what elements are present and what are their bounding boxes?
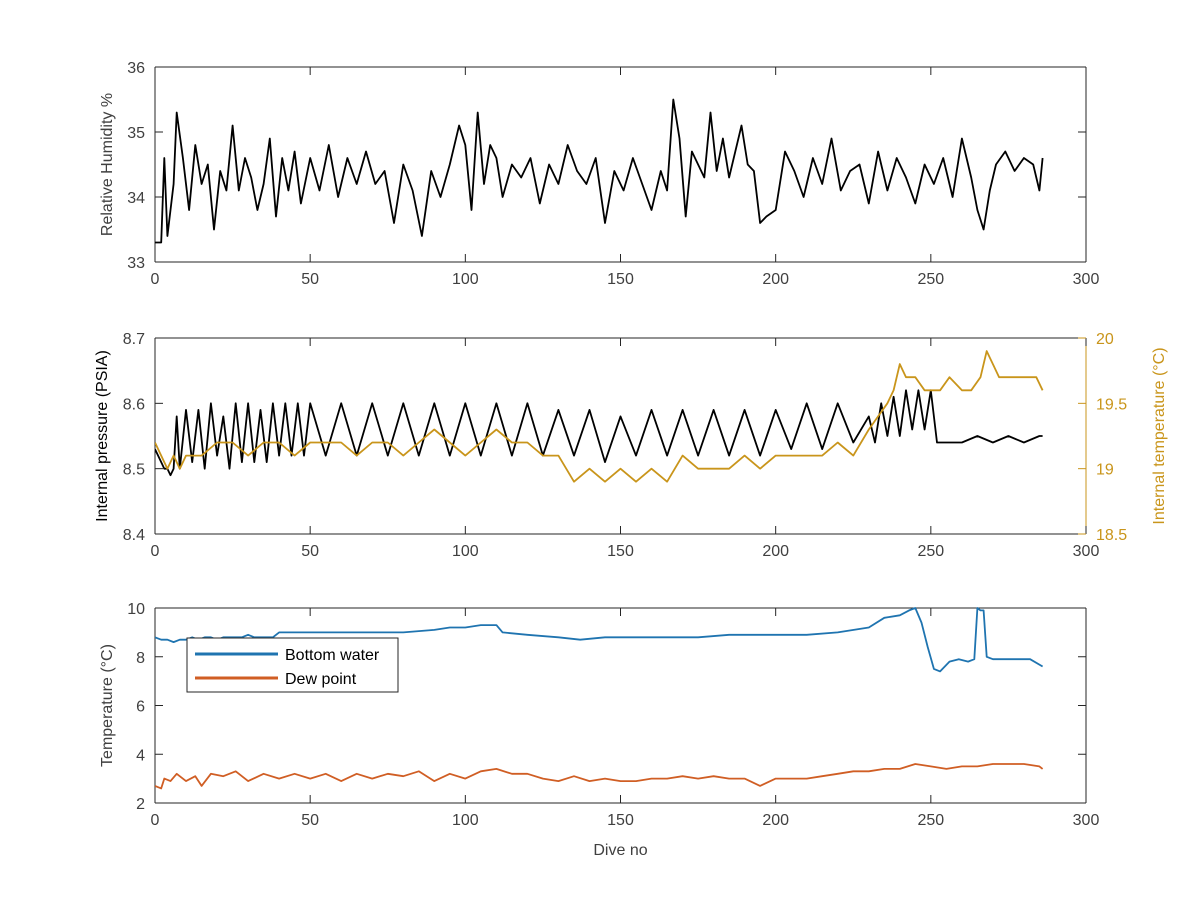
x-tick-label: 200 xyxy=(762,271,789,288)
x-tick-label: 300 xyxy=(1073,543,1100,560)
y-tick-label: 8.7 xyxy=(123,331,145,348)
series-line-2 xyxy=(155,350,1044,483)
x-tick-label: 300 xyxy=(1073,812,1100,829)
y-tick-label: 10 xyxy=(127,601,145,618)
x-tick-label: 100 xyxy=(452,543,479,560)
chart-panel-1: 0 50 100 150 200 250 300 33 34 35 36 Relative Humid… xyxy=(99,60,1099,288)
x-tick-label: 0 xyxy=(151,543,160,560)
series-line-1 xyxy=(155,98,1044,244)
x-tick-label: 300 xyxy=(1073,271,1100,288)
legend-label: Dew point xyxy=(285,671,357,688)
y-tick-label: 34 xyxy=(127,190,145,207)
y-tick-label: 36 xyxy=(127,60,145,77)
dew-point-line xyxy=(155,763,1044,790)
y-tick-label: 6 xyxy=(136,699,145,716)
x-tick-label: 0 xyxy=(151,812,160,829)
legend-box xyxy=(186,637,399,693)
y-tick-label: 8 xyxy=(136,650,145,667)
bottom-water-line xyxy=(155,607,1044,673)
y-axis-label-right: Internal temperature (°C) xyxy=(1151,347,1168,524)
x-tick-label: 250 xyxy=(917,271,944,288)
x-axis-label: Dive no xyxy=(593,842,647,859)
chart-panel-2: 0 50 100 150 200 250 300 8.4 8.5 8.6 8.7 18.5 19 19.5… xyxy=(94,331,1168,560)
x-tick-label: 0 xyxy=(151,271,160,288)
legend: Bottom water Dew point xyxy=(186,637,399,693)
y-tick-label: 2 xyxy=(136,796,145,813)
x-tick-label: 200 xyxy=(762,543,789,560)
legend-label: Bottom water xyxy=(285,647,380,664)
y-tick-label-right: 20 xyxy=(1096,331,1114,348)
y-tick-label-right: 19 xyxy=(1096,462,1114,479)
y-tick-label-right: 18.5 xyxy=(1096,527,1127,544)
y-tick-label-right: 19.5 xyxy=(1096,396,1127,413)
x-tick-label: 100 xyxy=(452,812,479,829)
x-tick-label: 200 xyxy=(762,812,789,829)
y-tick-label: 4 xyxy=(136,747,145,764)
y-axis-label: Relative Humidity % xyxy=(99,93,116,236)
x-tick-label: 150 xyxy=(607,812,634,829)
x-tick-label: 50 xyxy=(301,271,319,288)
x-tick-label: 250 xyxy=(917,543,944,560)
x-tick-label: 50 xyxy=(301,543,319,560)
y-axis-label: Temperature (°C) xyxy=(99,644,116,767)
chart-panel-3: 0 50 100 150 200 250 300 2 4 6 8 10 Temperature (°C)… xyxy=(99,601,1099,859)
x-tick-label: 100 xyxy=(452,271,479,288)
y-tick-label: 35 xyxy=(127,125,145,142)
y-tick-label: 8.5 xyxy=(123,462,145,479)
x-tick-label: 150 xyxy=(607,271,634,288)
y-tick-label: 33 xyxy=(127,255,145,272)
x-tick-label: 150 xyxy=(607,543,634,560)
y-tick-label: 8.6 xyxy=(123,396,145,413)
y-axis-label: Internal pressure (PSIA) xyxy=(94,350,111,522)
x-tick-label: 250 xyxy=(917,812,944,829)
y-tick-label: 8.4 xyxy=(123,527,145,544)
series-line-1 xyxy=(155,389,1043,477)
x-tick-label: 50 xyxy=(301,812,319,829)
